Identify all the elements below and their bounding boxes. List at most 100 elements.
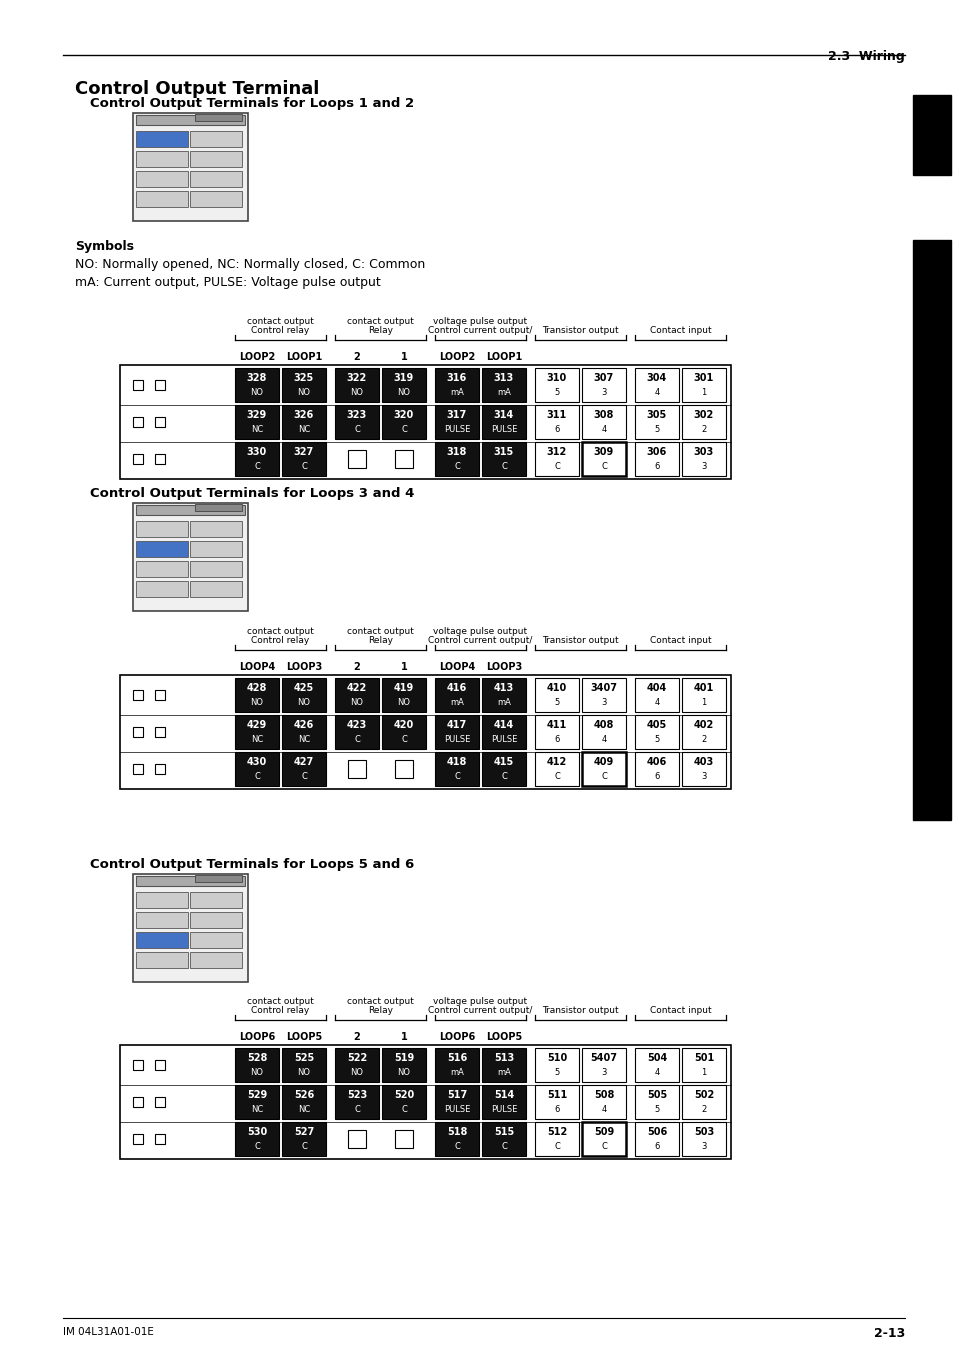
Bar: [190, 912, 242, 928]
Bar: [435, 678, 478, 712]
Text: 328: 328: [247, 373, 267, 382]
Text: Transistor output: Transistor output: [541, 636, 618, 644]
Text: 3: 3: [700, 771, 706, 781]
Text: Control Output Terminals for Loops 5 and 6: Control Output Terminals for Loops 5 and…: [90, 858, 414, 871]
Bar: [481, 753, 525, 786]
Bar: [136, 505, 245, 515]
Bar: [481, 405, 525, 439]
Text: 5: 5: [554, 1069, 559, 1077]
Text: 412: 412: [546, 757, 566, 767]
Text: C: C: [253, 771, 259, 781]
Text: mA: mA: [450, 1069, 463, 1077]
Bar: [681, 442, 725, 476]
Bar: [194, 875, 242, 882]
Text: mA: mA: [450, 388, 463, 397]
Text: C: C: [354, 426, 359, 434]
Text: NC: NC: [251, 426, 263, 434]
Bar: [234, 367, 278, 403]
Bar: [635, 753, 679, 786]
Text: 402: 402: [693, 720, 714, 730]
Bar: [381, 367, 426, 403]
Text: Control current output/: Control current output/: [428, 1006, 532, 1015]
Bar: [681, 1048, 725, 1082]
Bar: [635, 678, 679, 712]
Text: 519: 519: [394, 1052, 414, 1063]
Text: 316: 316: [446, 373, 467, 382]
Text: 518: 518: [446, 1127, 467, 1138]
Bar: [234, 405, 278, 439]
Text: LOOP2: LOOP2: [238, 353, 274, 362]
Text: Control relay: Control relay: [251, 1006, 310, 1015]
Bar: [635, 367, 679, 403]
Bar: [435, 753, 478, 786]
Text: 2: 2: [354, 1032, 360, 1042]
Text: 3407: 3407: [590, 684, 617, 693]
Text: Control Output Terminal: Control Output Terminal: [75, 80, 319, 99]
Bar: [154, 417, 165, 427]
Text: 6: 6: [554, 735, 559, 744]
Text: 422: 422: [347, 684, 367, 693]
Bar: [435, 1121, 478, 1156]
Text: C: C: [301, 771, 307, 781]
Bar: [481, 1048, 525, 1082]
Text: LOOP4: LOOP4: [438, 662, 475, 671]
Bar: [190, 521, 242, 536]
Bar: [535, 678, 578, 712]
Bar: [681, 678, 725, 712]
Bar: [635, 442, 679, 476]
Text: 309: 309: [594, 447, 614, 457]
Text: LOOP5: LOOP5: [286, 1032, 322, 1042]
Text: contact output: contact output: [247, 317, 314, 326]
Bar: [535, 1048, 578, 1082]
Text: 423: 423: [347, 720, 367, 730]
Text: LOOP6: LOOP6: [238, 1032, 274, 1042]
Text: 319: 319: [394, 373, 414, 382]
Bar: [132, 1061, 143, 1070]
Text: C: C: [600, 462, 606, 471]
Bar: [381, 1048, 426, 1082]
Bar: [136, 521, 188, 536]
Text: 307: 307: [594, 373, 614, 382]
Bar: [335, 405, 378, 439]
Text: 430: 430: [247, 757, 267, 767]
Text: 410: 410: [546, 684, 566, 693]
Bar: [132, 1133, 143, 1144]
Bar: [635, 405, 679, 439]
Text: NO: NO: [297, 1069, 310, 1077]
Text: NO: NO: [350, 698, 363, 707]
Bar: [335, 367, 378, 403]
Text: 305: 305: [646, 409, 666, 420]
Text: 5407: 5407: [590, 1052, 617, 1063]
Text: 310: 310: [546, 373, 566, 382]
Bar: [435, 442, 478, 476]
Bar: [132, 417, 143, 427]
Bar: [635, 1121, 679, 1156]
Bar: [335, 1085, 378, 1119]
Text: Relay: Relay: [368, 636, 393, 644]
Bar: [234, 1048, 278, 1082]
Text: IM 04L31A01-01E: IM 04L31A01-01E: [63, 1327, 153, 1337]
Bar: [132, 765, 143, 774]
Bar: [635, 715, 679, 748]
Text: 303: 303: [693, 447, 714, 457]
Bar: [190, 131, 242, 147]
Text: 2: 2: [700, 735, 706, 744]
Text: NO: NO: [397, 1069, 410, 1077]
Text: 527: 527: [294, 1127, 314, 1138]
Bar: [282, 753, 326, 786]
Text: Contact input: Contact input: [649, 1006, 711, 1015]
Text: Control relay: Control relay: [251, 326, 310, 335]
Text: 403: 403: [693, 757, 714, 767]
Text: voltage pulse output: voltage pulse output: [433, 317, 527, 326]
Bar: [154, 1097, 165, 1106]
Text: 2: 2: [700, 426, 706, 434]
Text: LOOP6: LOOP6: [438, 1032, 475, 1042]
Bar: [581, 1048, 625, 1082]
Text: 525: 525: [294, 1052, 314, 1063]
Bar: [136, 561, 188, 577]
Text: 404: 404: [646, 684, 666, 693]
Bar: [481, 1121, 525, 1156]
Text: 406: 406: [646, 757, 666, 767]
Text: Transistor output: Transistor output: [541, 326, 618, 335]
Bar: [132, 874, 248, 982]
